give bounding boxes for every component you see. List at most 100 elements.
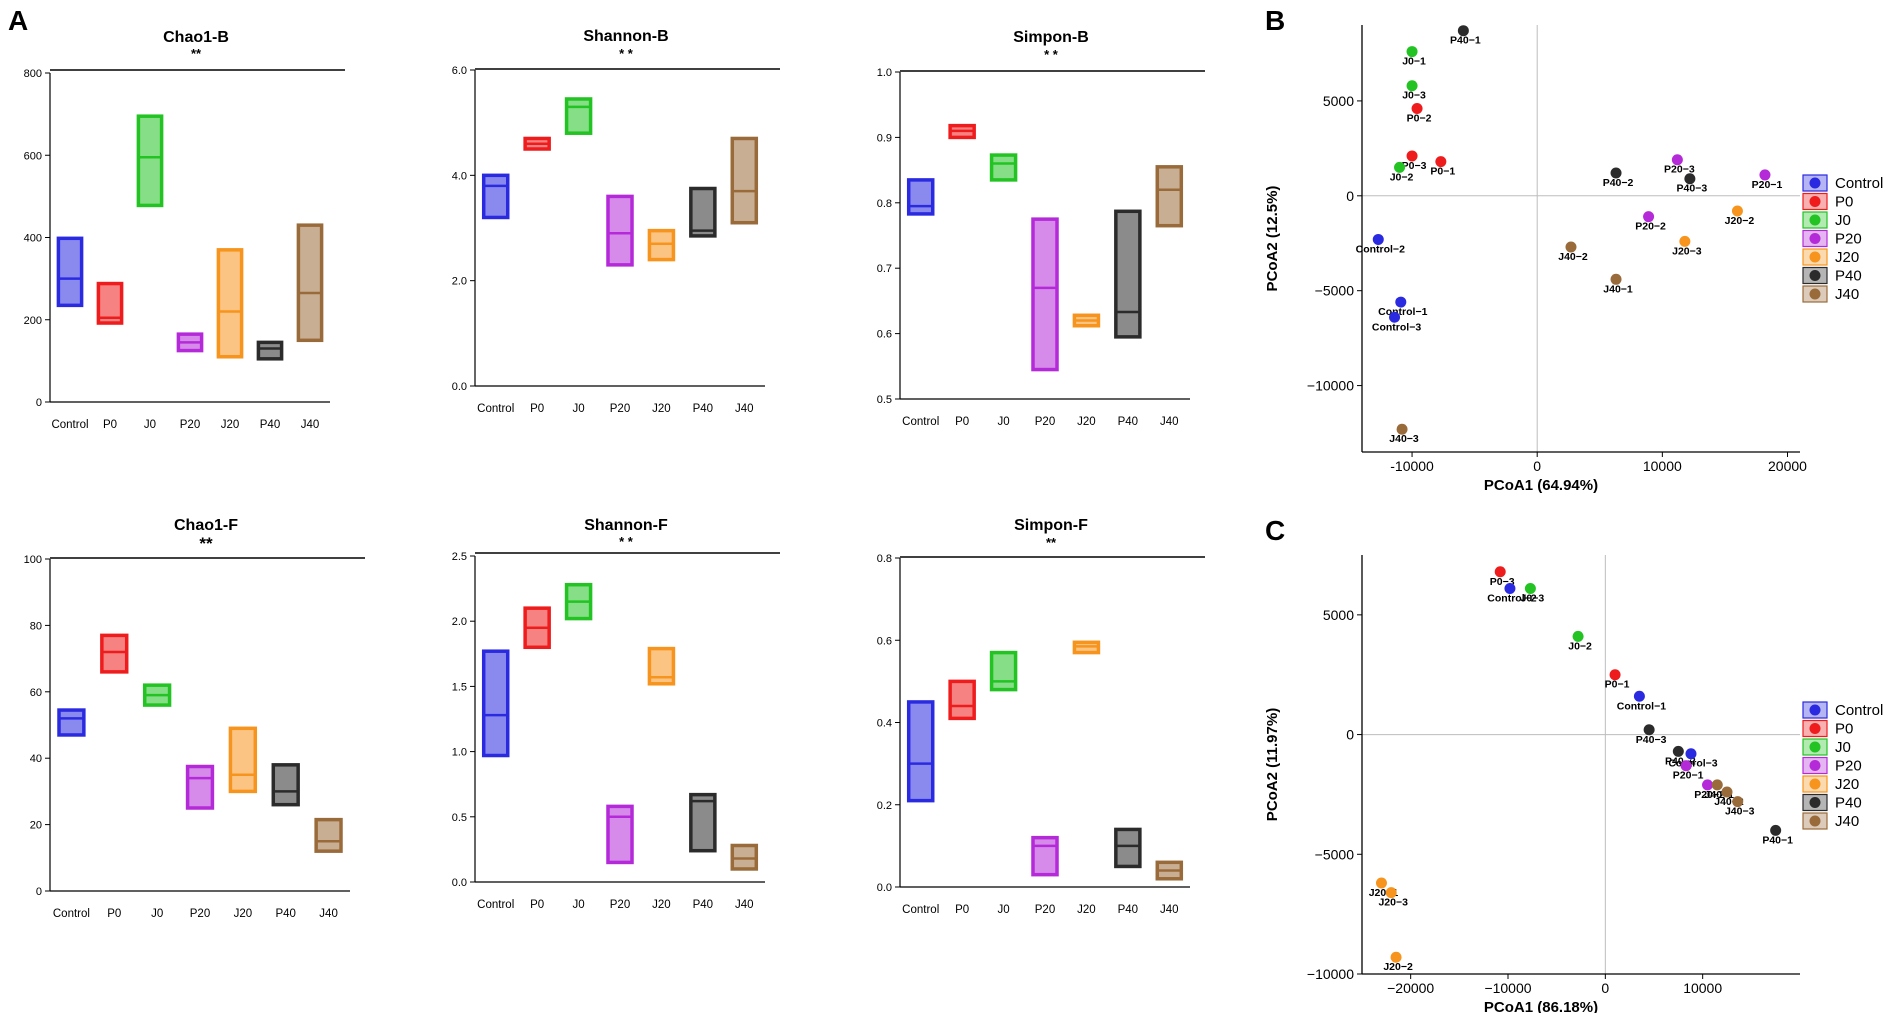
point-P20 (1671, 154, 1683, 166)
y-tick-label: 0 (36, 397, 42, 409)
point-J20 (1375, 877, 1387, 889)
legend-dot-Control (1809, 177, 1821, 189)
point-J0 (1406, 46, 1418, 58)
significance-marker: * * (1044, 47, 1059, 62)
y-tick-label: 40 (30, 753, 42, 765)
x-tick-label: P40 (275, 908, 295, 920)
legend-label-Control: Control (1835, 175, 1883, 192)
pcoa-plot-B: -10000 0 10000 20000 −10000 −5000 0 5000 PCoA1 (… (1264, 25, 1883, 494)
x-tick-label: P20 (1035, 904, 1055, 916)
box-P20 (1031, 835, 1059, 877)
y-tick-label: 0.8 (877, 553, 892, 565)
y-tick-label: −5000 (1315, 283, 1355, 299)
point-J0 (1406, 80, 1418, 92)
x-tick-label: P0 (955, 904, 969, 916)
legend-label-J20: J20 (1835, 776, 1859, 793)
box-J20 (647, 228, 676, 262)
point-label: J0−3 (1402, 90, 1426, 102)
chart-title: Chao1-B (163, 29, 229, 46)
y-tick-label: 0.2 (877, 800, 892, 812)
y-tick-label: 100 (24, 554, 42, 566)
x-tick-label: P20 (1035, 416, 1055, 428)
point-J40 (1565, 241, 1577, 253)
y-tick-label: −5000 (1315, 846, 1355, 862)
y-tick-label: 0.7 (877, 263, 892, 275)
y-tick-label: 6.0 (452, 65, 467, 77)
pcoa-plot-C: −20000 −10000 0 10000 −10000 −5000 0 5000 PCoA1 … (1264, 555, 1883, 1013)
y-tick-label: 2.5 (452, 551, 467, 563)
x-tick-label: Control (902, 416, 939, 428)
legend-label-J40: J40 (1835, 813, 1859, 830)
point-J20 (1679, 235, 1691, 247)
x-tick-label: J40 (735, 899, 754, 911)
x-axis-title: PCoA1 (64.94%) (1484, 477, 1598, 494)
x-tick-label: P40 (1118, 904, 1138, 916)
box-J40 (296, 223, 324, 343)
x-tick-label: P0 (107, 908, 121, 920)
legend-label-J40: J40 (1835, 286, 1859, 303)
x-tick-label: P40 (693, 403, 713, 415)
y-tick-label: 60 (30, 687, 42, 699)
point-label: P0−2 (1407, 113, 1432, 125)
x-tick-label: J20 (652, 899, 671, 911)
point-label: P20−2 (1635, 221, 1666, 233)
x-tick-label: J0 (997, 416, 1009, 428)
point-label: P40−3 (1636, 734, 1667, 746)
point-label: P40−3 (1677, 183, 1708, 195)
x-tick-label: J40 (1160, 904, 1179, 916)
box-J40 (314, 817, 343, 853)
legend-label-P20: P20 (1835, 231, 1862, 248)
legend-dot-J40 (1809, 288, 1821, 300)
y-tick-label: 1.5 (452, 681, 467, 693)
point-J0 (1394, 161, 1406, 173)
point-label: J40−3 (1389, 433, 1419, 445)
x-tick-label: P20 (180, 419, 200, 431)
y-tick-label: 600 (24, 150, 42, 162)
box-P40 (1114, 209, 1142, 339)
chart-title: Simpon-F (1014, 517, 1088, 534)
x-tick-label: 20000 (1768, 458, 1807, 474)
y-tick-label: 800 (24, 68, 42, 80)
point-label: J40−3 (1725, 806, 1755, 818)
legend-dot-P0 (1809, 196, 1821, 207)
point-label: P0−1 (1430, 166, 1455, 178)
legend-dot-J0 (1809, 214, 1821, 226)
box-J0 (564, 97, 593, 135)
x-tick-label: -10000 (1390, 458, 1434, 474)
x-tick-label: P0 (955, 416, 969, 428)
point-P20 (1643, 211, 1655, 223)
y-axis-title: PCoA2 (12.5%) (1264, 186, 1281, 292)
point-label: Control−1 (1617, 700, 1666, 712)
legend-label-Control: Control (1835, 702, 1883, 719)
point-P20 (1680, 760, 1692, 772)
point-label: Control−1 (1378, 306, 1427, 318)
box-P20 (1031, 217, 1059, 372)
x-tick-label: Control (902, 904, 939, 916)
point-J40 (1721, 786, 1733, 798)
point-Control (1504, 583, 1516, 595)
box-P40 (256, 340, 284, 361)
box-P20 (606, 194, 634, 267)
point-P40 (1457, 25, 1469, 37)
y-tick-label: 80 (30, 620, 42, 632)
point-label: Control−2 (1487, 593, 1536, 605)
x-tick-label: 10000 (1643, 458, 1682, 474)
y-tick-label: −10000 (1307, 378, 1354, 394)
point-label: P0−1 (1605, 679, 1630, 691)
point-J40 (1396, 423, 1408, 435)
box-chart-3: Chao1-F** 0 20 40 60 80 100 Control P0 J0 P20 J20 P4… (24, 517, 365, 920)
x-tick-label: J0 (572, 899, 584, 911)
x-tick-label: P0 (530, 899, 544, 911)
chart-title: Simpon-B (1013, 29, 1089, 46)
point-Control (1685, 748, 1697, 760)
point-J40 (1711, 779, 1723, 791)
point-label: J20−2 (1383, 961, 1413, 973)
y-tick-label: 2.0 (452, 616, 467, 628)
y-tick-label: 0 (1346, 727, 1354, 743)
y-tick-label: 2.0 (452, 276, 467, 288)
x-tick-label: 10000 (1683, 980, 1722, 996)
box-Control (481, 173, 510, 220)
y-tick-label: 0.5 (877, 394, 892, 406)
box-P20 (606, 804, 634, 865)
